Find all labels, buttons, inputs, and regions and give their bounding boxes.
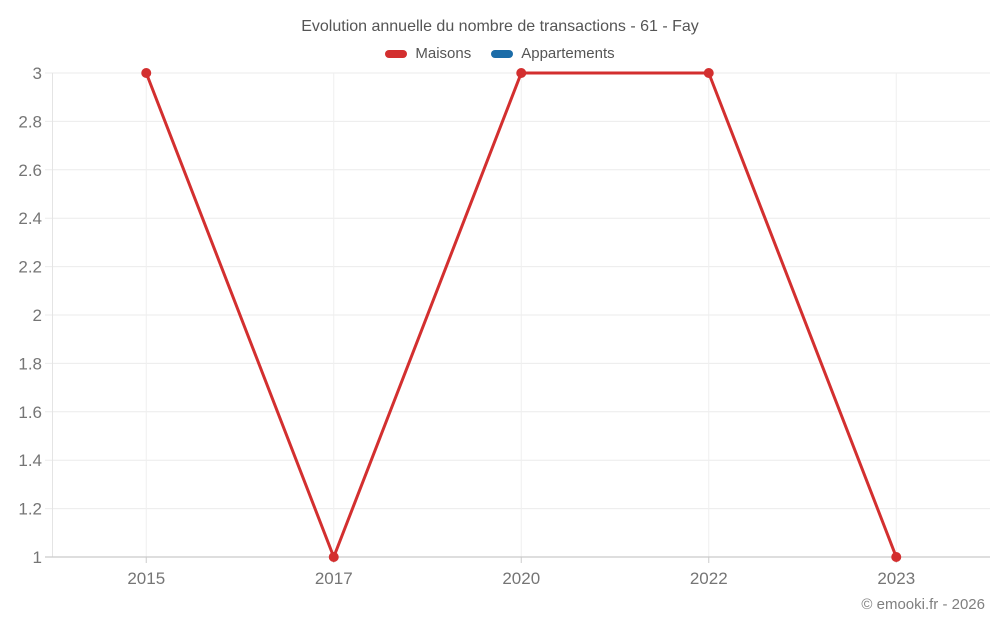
legend-label-maisons: Maisons — [415, 45, 472, 62]
x-tick-label: 2015 — [127, 569, 165, 588]
data-point-maisons[interactable] — [891, 552, 902, 562]
y-tick-label: 2 — [33, 306, 42, 325]
x-tick-label: 2020 — [502, 569, 540, 588]
x-tick-label: 2023 — [877, 569, 915, 588]
x-tick-label: 2022 — [690, 569, 728, 588]
data-point-maisons[interactable] — [703, 68, 714, 78]
y-tick-label: 1.4 — [18, 451, 42, 470]
y-tick-label: 2.2 — [18, 258, 42, 277]
copyright-footer: © emooki.fr - 2026 — [861, 596, 985, 613]
legend-item-appartements[interactable]: Appartements — [491, 45, 615, 62]
legend-swatch-appartements — [491, 49, 514, 58]
data-point-maisons[interactable] — [328, 552, 339, 562]
y-tick-label: 1.6 — [18, 403, 42, 422]
data-point-maisons[interactable] — [141, 68, 152, 78]
y-tick-label: 1.2 — [18, 500, 42, 519]
y-tick-label: 1 — [33, 548, 42, 567]
x-tick-label: 2017 — [315, 569, 353, 588]
data-point-maisons[interactable] — [516, 68, 527, 78]
y-tick-label: 2.4 — [18, 209, 42, 228]
y-tick-label: 3 — [33, 64, 42, 83]
y-tick-label: 2.6 — [18, 161, 42, 180]
legend-item-maisons[interactable]: Maisons — [385, 45, 471, 62]
chart-legend: Maisons Appartements — [0, 45, 1000, 62]
y-tick-label: 1.8 — [18, 354, 42, 373]
y-tick-label: 2.8 — [18, 112, 42, 131]
chart-title: Evolution annuelle du nombre de transact… — [301, 18, 699, 35]
legend-label-appartements: Appartements — [521, 45, 615, 62]
legend-swatch-maisons — [385, 49, 408, 58]
